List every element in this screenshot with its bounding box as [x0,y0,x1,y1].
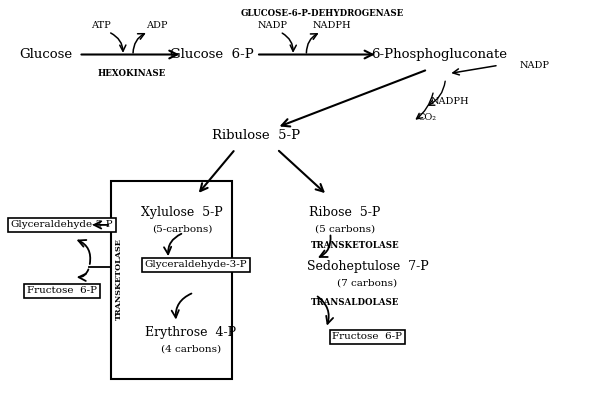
Text: CO₂: CO₂ [417,113,436,122]
Text: Ribulose  5-P: Ribulose 5-P [212,129,300,142]
Text: Ribose  5-P: Ribose 5-P [309,206,381,219]
Text: NADP: NADP [257,21,287,30]
Text: GLUCOSE-6-P-DEHYDROGENASE: GLUCOSE-6-P-DEHYDROGENASE [241,10,404,18]
Text: Glyceraldehyde-3-P: Glyceraldehyde-3-P [11,221,113,229]
Text: TRANSALDOLASE: TRANSALDOLASE [311,298,400,307]
Text: 6-Phosphogluconate: 6-Phosphogluconate [371,48,508,61]
Text: NADPH: NADPH [431,97,469,106]
Text: ADP: ADP [146,21,167,30]
Text: Glyceraldehyde-3-P: Glyceraldehyde-3-P [144,261,247,269]
Text: (7 carbons): (7 carbons) [338,278,398,287]
Text: HEXOKINASE: HEXOKINASE [98,69,166,78]
Text: TRANSKETOLASE: TRANSKETOLASE [115,238,123,320]
Text: NADP: NADP [519,61,550,70]
Text: TRANSKETOLASE: TRANSKETOLASE [311,241,400,250]
Text: Fructose  6-P: Fructose 6-P [27,286,97,295]
Text: Erythrose  4-P: Erythrose 4-P [145,326,236,339]
Text: Sedoheptulose  7-P: Sedoheptulose 7-P [307,260,428,273]
Text: Fructose  6-P: Fructose 6-P [333,332,402,341]
Bar [111,181,233,379]
Text: (5-carbons): (5-carbons) [152,225,212,234]
Text: ATP: ATP [92,21,111,30]
Text: Glucose: Glucose [19,48,73,61]
Text: NADPH: NADPH [313,21,351,30]
Text: (5 carbons): (5 carbons) [315,225,375,234]
Text: Glucose  6-P: Glucose 6-P [170,48,254,61]
Text: (4 carbons): (4 carbons) [161,344,221,353]
Text: Xylulose  5-P: Xylulose 5-P [141,206,223,219]
